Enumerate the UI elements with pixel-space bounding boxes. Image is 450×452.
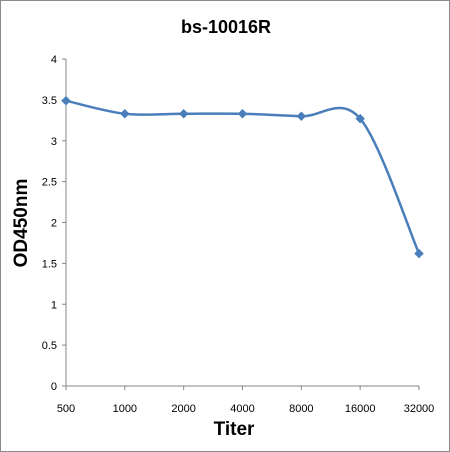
data-point (414, 248, 424, 259)
data-point (119, 108, 130, 119)
data-point (355, 113, 366, 124)
y-tick-label: 1.5 (42, 258, 57, 270)
x-tick-label: 8000 (289, 403, 313, 415)
data-point (61, 95, 71, 106)
x-tick-label: 2000 (171, 403, 195, 415)
x-tick-label: 4000 (230, 403, 254, 415)
y-axis-title: OD450nm (11, 179, 32, 268)
y-tick-label: 0 (51, 381, 57, 393)
x-tick-label: 1000 (113, 403, 137, 415)
y-tick-label: 1 (51, 299, 57, 311)
x-tick-label: 16000 (345, 403, 376, 415)
y-tick-label: 3 (51, 136, 57, 148)
series-line (65, 99, 421, 255)
y-tick-label: 0.5 (42, 340, 57, 352)
data-point (237, 108, 248, 119)
y-tick-label: 2.5 (42, 177, 57, 189)
y-tick-label: 4 (51, 54, 57, 66)
series (61, 95, 424, 259)
x-tick-label: 32000 (404, 403, 435, 415)
x-tick-label: 500 (57, 403, 75, 415)
x-axis-title: Titer (214, 419, 255, 440)
chart-title: bs-10016R (181, 17, 271, 37)
data-point (178, 108, 189, 119)
y-tick-label: 2 (51, 218, 57, 230)
tick-labels: 0 0.5 1 1.5 2 2.5 3 3.5 4 500 1000 2000 4000 8000 1600… (42, 54, 435, 415)
y-tick-label: 3.5 (42, 95, 57, 107)
data-point (296, 111, 307, 122)
axes (62, 58, 420, 390)
